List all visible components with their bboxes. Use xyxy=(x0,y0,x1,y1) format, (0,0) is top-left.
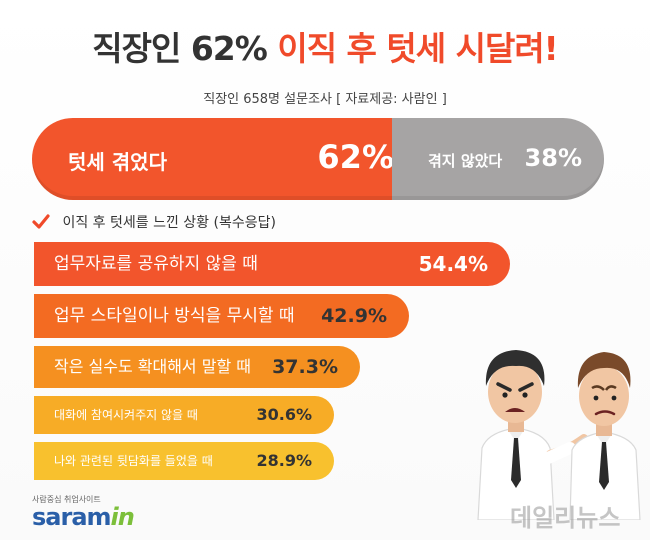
reason-bar-3: 작은 실수도 확대해서 말할 때 37.3% xyxy=(34,346,360,388)
logo-brand-text: saram xyxy=(32,503,112,531)
section-header: 이직 후 텃세를 느낀 상황 (복수응답) xyxy=(32,212,276,234)
reason-bar-2: 업무 스타일이나 방식을 무시할 때 42.9% xyxy=(34,294,409,338)
saramin-logo: 사람중심 취업사이트 saramin xyxy=(32,494,135,531)
check-icon xyxy=(32,214,50,229)
split-no-label: 겪지 않았다 xyxy=(428,152,503,170)
logo-brand-suffix: in xyxy=(110,503,135,531)
title-part1: 직장인 62% xyxy=(92,29,268,68)
reason-bar-label: 업무 스타일이나 방식을 무시할 때 xyxy=(54,306,295,326)
reason-bar-label: 대화에 참여시켜주지 않을 때 xyxy=(54,408,198,422)
reason-bar-value: 54.4% xyxy=(418,252,488,276)
reason-bar-value: 28.9% xyxy=(256,451,312,470)
split-no-segment: 겪지 않았다 38% xyxy=(392,118,604,200)
watermark: 데일리뉴스 xyxy=(510,504,621,532)
section-title: 이직 후 텃세를 느낀 상황 (복수응답) xyxy=(62,215,276,231)
reason-bar-4: 대화에 참여시켜주지 않을 때 30.6% xyxy=(34,396,334,434)
reason-bar-value: 30.6% xyxy=(256,405,312,424)
split-no-value: 38% xyxy=(524,144,582,172)
split-bar: 텃세 겪었다 62% 겪지 않았다 38% xyxy=(32,118,604,200)
reason-bar-label: 작은 실수도 확대해서 말할 때 xyxy=(54,357,251,376)
worried-man-icon xyxy=(569,352,641,520)
logo-brand: saramin xyxy=(32,503,135,531)
angry-man-icon xyxy=(477,350,588,520)
split-yes-label: 텃세 겪었다 xyxy=(68,150,167,174)
reason-bar-label: 나와 관련된 뒷담화를 들었을 때 xyxy=(54,454,213,468)
reason-bar-value: 37.3% xyxy=(272,356,338,378)
reason-bar-value: 42.9% xyxy=(321,305,387,327)
office-workers-illustration xyxy=(477,350,641,520)
reason-bar-5: 나와 관련된 뒷담화를 들었을 때 28.9% xyxy=(34,442,334,480)
split-yes-segment: 텃세 겪었다 62% xyxy=(32,118,394,200)
page-title: 직장인 62% 이직 후 텃세 시달려! xyxy=(0,22,650,70)
split-yes-value: 62% xyxy=(317,138,394,176)
reason-bar-label: 업무자료를 공유하지 않을 때 xyxy=(54,254,258,274)
subtitle: 직장인 658명 설문조사 [ 자료제공: 사람인 ] xyxy=(203,92,447,107)
logo-tagline: 사람중심 취업사이트 xyxy=(32,495,101,504)
reason-bar-1: 업무자료를 공유하지 않을 때 54.4% xyxy=(34,242,510,286)
title-part2: 이직 후 텃세 시달려! xyxy=(277,29,558,68)
